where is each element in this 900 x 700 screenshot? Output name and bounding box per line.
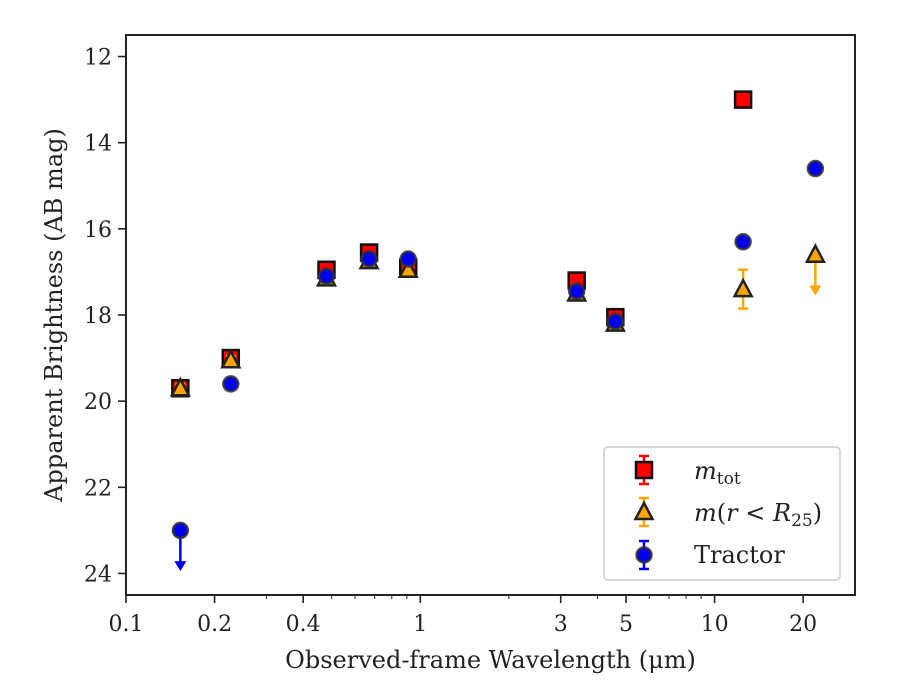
data-point [222,375,240,393]
y-tick-label: 24 [84,562,112,587]
legend-marker [633,500,655,521]
y-tick-label: 18 [84,304,112,329]
axis-ticks: 0.1 0.2 0.4 1 3 5 10 20 12 14 16 18 20 22 24 [84,46,817,637]
data-point [806,159,825,178]
x-tick-label: 10 [701,612,729,637]
x-tick-label: 3 [554,612,568,637]
y-tick-label: 16 [84,218,112,243]
data-point [606,312,625,331]
legend: mtot m(r < R25) Tractor [603,446,841,581]
data-point [360,250,378,268]
legend-label-mtot: mtot [694,457,741,489]
legend-marker [635,546,653,564]
x-tick-label: 5 [619,612,633,637]
data-point [734,233,752,251]
x-tick-label: 0.4 [286,612,321,637]
x-axis-label: Observed-frame Wavelength (μm) [285,646,696,674]
legend-label-mr25: m(r < R25) [694,499,822,531]
data-marks [169,90,826,572]
data-point [317,267,336,285]
y-tick-label: 22 [84,476,112,501]
y-tick-label: 20 [84,390,112,415]
data-point [169,376,191,397]
data-point [732,277,754,298]
y-tick-label: 12 [84,46,112,71]
upper-limit-arrow-head [174,561,187,572]
x-tick-label: 20 [789,612,817,637]
data-point [220,348,242,369]
y-tick-label: 14 [84,132,112,157]
data-point [733,90,753,109]
data-point [567,282,586,301]
legend-label-tractor: Tractor [694,541,785,569]
x-tick-label: 1 [413,612,427,637]
series-circle [171,159,825,572]
data-point [804,243,826,263]
upper-limit-arrow-head [809,285,822,296]
data-point [397,258,419,279]
data-point [399,250,417,268]
legend-box [603,446,841,581]
legend-marker [634,460,654,480]
y-axis-label: Apparent Brightness (AB mag) [40,128,68,503]
x-tick-label: 0.2 [197,612,232,637]
data-point [171,521,190,540]
x-tick-label: 0.1 [109,612,144,637]
